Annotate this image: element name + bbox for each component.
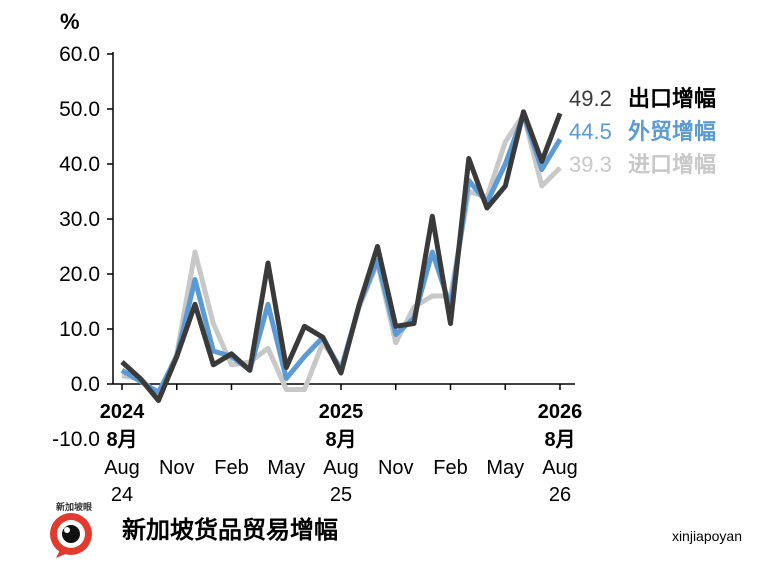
series-line-进口增幅 xyxy=(121,112,562,398)
y-tick-label: 50.0 xyxy=(59,98,100,121)
y-tick-label: 10.0 xyxy=(59,318,100,341)
x-tick-label: 8月 xyxy=(106,429,137,451)
x-tick-label: 25 xyxy=(330,484,352,506)
chart-caption: 新加坡货品贸易增幅 xyxy=(122,516,338,544)
legend-label: 出口增幅 xyxy=(628,86,716,111)
y-tick-label: 40.0 xyxy=(59,153,100,176)
x-tick-label: 24 xyxy=(111,484,133,506)
x-tick-label: 8月 xyxy=(325,429,356,451)
x-tick-label: 8月 xyxy=(544,429,575,451)
series-line-外贸增幅 xyxy=(120,112,563,395)
end-value-label: 49.2 xyxy=(569,86,612,111)
logo-text: 新加坡眼 xyxy=(56,501,92,512)
series-line-出口增幅 xyxy=(120,109,563,403)
y-tick-label: 20.0 xyxy=(59,263,100,286)
labels-layer: 60.0 50.0 40.0 30.0 20.0 10.0 0.0 -10.0% 2024 8月 A… xyxy=(52,9,716,506)
brand-logo: 新加坡眼 xyxy=(50,501,92,558)
source-credit: xinjiapoyan xyxy=(671,528,742,544)
x-tick-label: Nov xyxy=(159,457,195,479)
x-tick-label: May xyxy=(486,457,524,479)
x-tick-label: 2024 xyxy=(100,401,145,423)
x-tick-label: Feb xyxy=(214,457,248,479)
x-tick-label: Aug xyxy=(542,457,578,479)
end-value-label: 39.3 xyxy=(569,152,612,177)
x-tick-label: 2025 xyxy=(319,401,364,423)
series-layer xyxy=(120,109,563,403)
end-value-label: 44.5 xyxy=(569,119,612,144)
y-unit-label: % xyxy=(60,9,80,34)
x-tick-label: Nov xyxy=(378,457,414,479)
x-tick-label: Feb xyxy=(433,457,467,479)
x-tick-label: May xyxy=(267,457,305,479)
y-tick-label: 60.0 xyxy=(59,43,100,66)
y-tick-label: -10.0 xyxy=(52,428,100,451)
y-tick-label: 0.0 xyxy=(71,373,100,396)
x-tick-label: 26 xyxy=(549,484,571,506)
legend-label: 进口增幅 xyxy=(628,152,716,177)
x-tick-label: Aug xyxy=(323,457,359,479)
y-tick-label: 30.0 xyxy=(59,208,100,231)
x-tick-label: Aug xyxy=(104,457,140,479)
x-tick-label: 2026 xyxy=(538,401,583,423)
legend-label: 外贸增幅 xyxy=(628,119,716,144)
